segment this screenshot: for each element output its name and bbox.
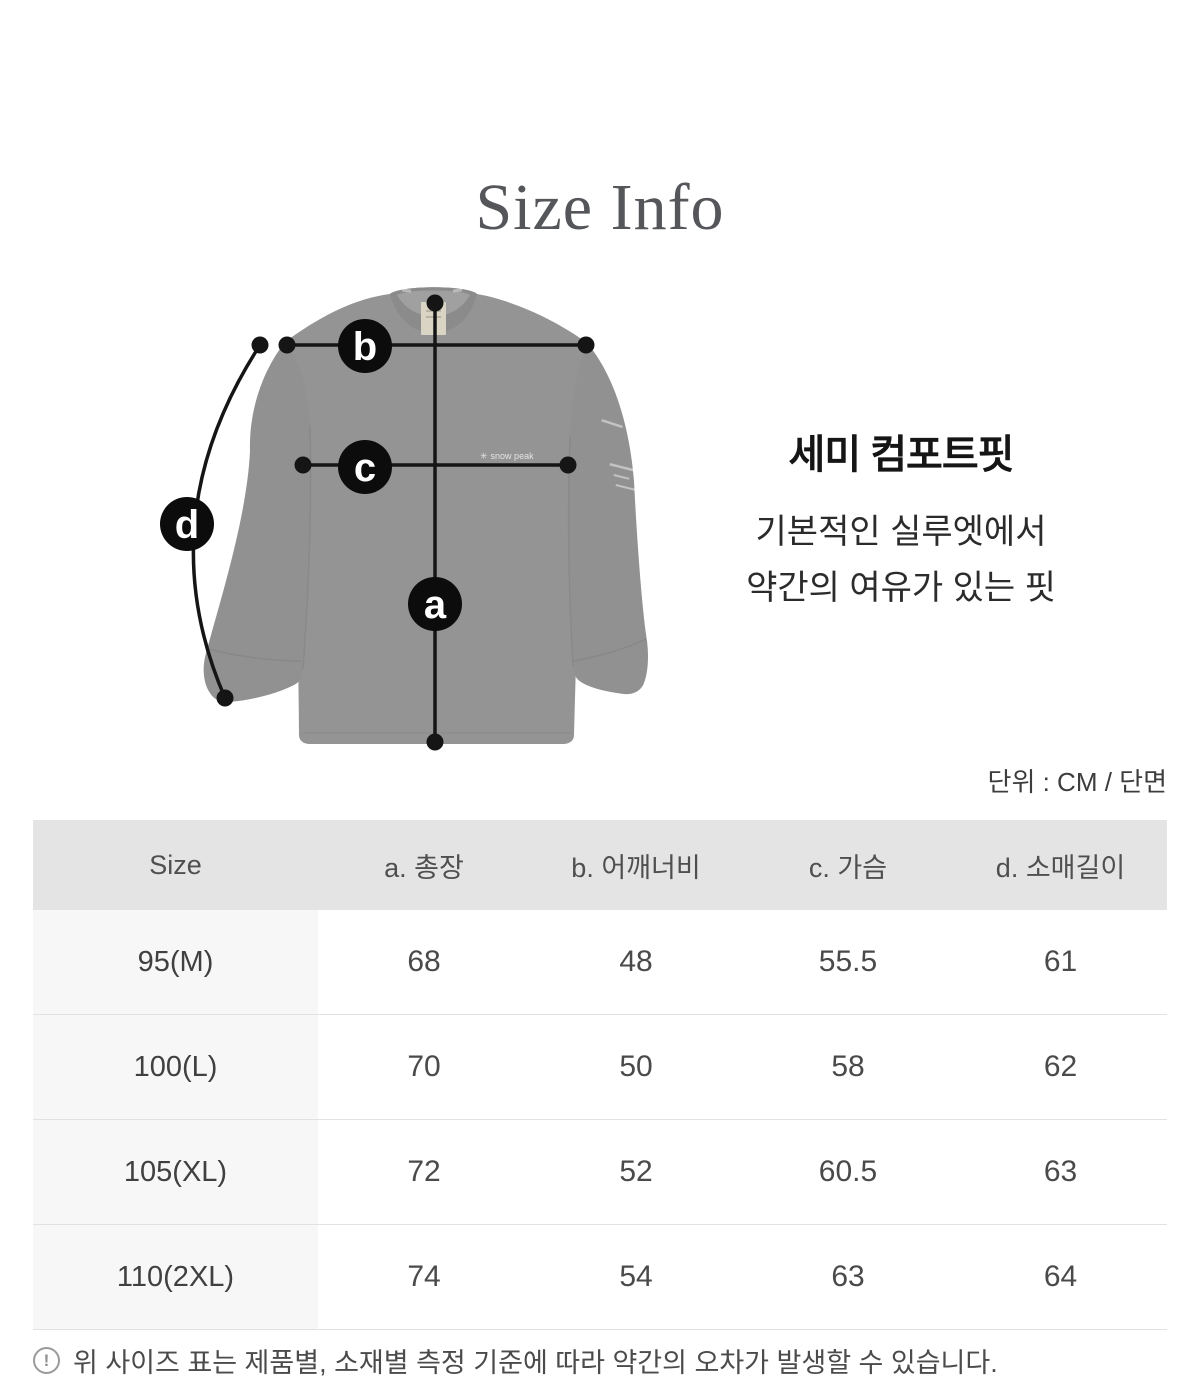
table-row: 110(2XL) 74 54 63 64 xyxy=(33,1224,1167,1330)
size-cell: 100(L) xyxy=(33,1014,318,1120)
value-cell: 72 xyxy=(318,1119,530,1225)
fit-description-line1: 기본적인 실루엣에서 xyxy=(755,513,1047,551)
fit-description-line2: 약간의 여유가 있는 핏 xyxy=(746,569,1056,607)
header-sleeve: d. 소매길이 xyxy=(954,820,1167,910)
marker-a: a xyxy=(408,577,462,631)
shirt-left-sleeve xyxy=(203,342,311,703)
size-table: Size a. 총장 b. 어깨너비 c. 가슴 d. 소매길이 95(M) 6… xyxy=(33,820,1167,1330)
marker-b: b xyxy=(338,319,392,373)
unit-label: 단위 : CM / 단면 xyxy=(987,767,1167,797)
value-cell: 50 xyxy=(530,1014,742,1120)
collar-print-marks xyxy=(401,288,463,293)
size-cell: 95(M) xyxy=(33,910,318,1015)
chest-logo-text: ✳ snow peak xyxy=(480,451,534,461)
value-cell: 70 xyxy=(318,1014,530,1120)
header-total-length: a. 총장 xyxy=(318,820,530,910)
marker-a-label: a xyxy=(424,583,447,627)
table-row: 95(M) 68 48 55.5 61 xyxy=(33,910,1167,1015)
table-row: 105(XL) 72 52 60.5 63 xyxy=(33,1119,1167,1225)
value-cell: 74 xyxy=(318,1224,530,1330)
value-cell: 52 xyxy=(530,1119,742,1225)
value-cell: 54 xyxy=(530,1224,742,1330)
value-cell: 55.5 xyxy=(742,910,954,1015)
measure-endpoint-dots xyxy=(216,294,595,751)
value-cell: 63 xyxy=(742,1224,954,1330)
shirt-diagram-svg: ✳ snow peak xyxy=(160,287,648,751)
table-row: 100(L) 70 50 58 62 xyxy=(33,1014,1167,1120)
value-cell: 64 xyxy=(954,1224,1167,1330)
size-cell: 105(XL) xyxy=(33,1119,318,1225)
footnote: ! 위 사이즈 표는 제품별, 소재별 측정 기준에 따라 약간의 오차가 발생… xyxy=(33,1341,998,1380)
value-cell: 63 xyxy=(954,1119,1167,1225)
shirt-measurement-diagram: ✳ snow peak xyxy=(150,283,680,763)
value-cell: 68 xyxy=(318,910,530,1015)
marker-d-label: d xyxy=(175,503,199,547)
size-cell: 110(2XL) xyxy=(33,1224,318,1330)
value-cell: 58 xyxy=(742,1014,954,1120)
header-size: Size xyxy=(33,820,318,910)
footnote-text: 위 사이즈 표는 제품별, 소재별 측정 기준에 따라 약간의 오차가 발생할 … xyxy=(73,1348,998,1378)
header-shoulder: b. 어깨너비 xyxy=(530,820,742,910)
marker-b-label: b xyxy=(353,325,377,369)
sleeve-print-marks xyxy=(601,418,636,491)
value-cell: 60.5 xyxy=(742,1119,954,1225)
fit-description: 기본적인 실루엣에서 약간의 여유가 있는 핏 xyxy=(695,504,1107,616)
header-chest: c. 가슴 xyxy=(742,820,954,910)
size-table-header-row: Size a. 총장 b. 어깨너비 c. 가슴 d. 소매길이 xyxy=(33,820,1167,910)
snowflake-icon: ✳ xyxy=(480,451,488,461)
value-cell: 62 xyxy=(954,1014,1167,1120)
value-cell: 61 xyxy=(954,910,1167,1015)
exclamation-circle-icon: ! xyxy=(33,1347,60,1374)
page-title: Size Info xyxy=(475,171,725,244)
fit-description-block: 세미 컴포트핏 기본적인 실루엣에서 약간의 여유가 있는 핏 xyxy=(695,422,1107,616)
marker-d: d xyxy=(160,497,214,551)
marker-c-label: c xyxy=(354,446,376,490)
fit-heading: 세미 컴포트핏 xyxy=(788,433,1015,477)
marker-c: c xyxy=(338,440,392,494)
value-cell: 48 xyxy=(530,910,742,1015)
shirt-right-sleeve xyxy=(568,343,648,695)
